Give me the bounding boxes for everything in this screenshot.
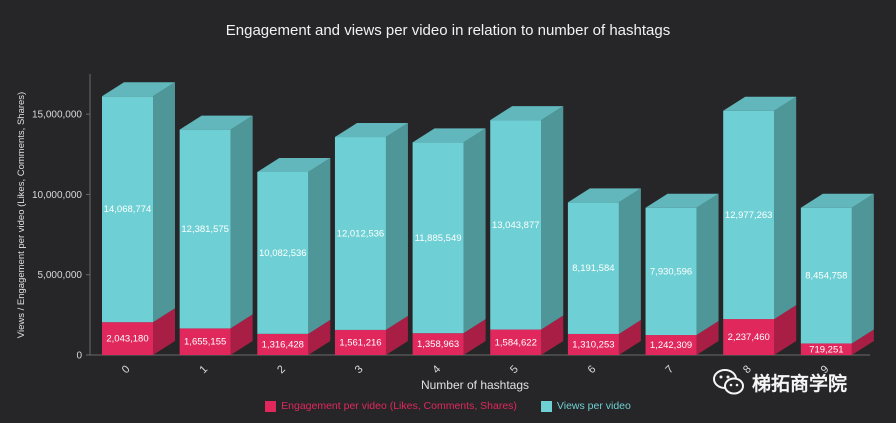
bar-views-top xyxy=(567,188,641,203)
labels: 14,068,774 2,043,180 12,381,575 1,655,155 10… xyxy=(104,204,848,355)
bar-engagement[interactable] xyxy=(257,333,309,355)
data-label-views: 8,191,584 xyxy=(572,263,614,274)
bar-engagement-side xyxy=(851,329,874,355)
data-label-views: 8,454,758 xyxy=(805,271,847,282)
x-tick-label: 0 xyxy=(120,363,133,376)
x-tick-label: 5 xyxy=(508,363,521,376)
bar-views-top xyxy=(102,82,175,97)
data-label-engagement: 1,358,963 xyxy=(417,339,459,350)
bar-views-top xyxy=(645,193,719,208)
data-label-views: 12,012,536 xyxy=(337,228,385,239)
bar-engagement-side xyxy=(696,321,719,355)
y-axis-label: Views / Engagement per video (Likes, Com… xyxy=(16,92,27,338)
bar-engagement-side xyxy=(385,315,408,355)
legend-swatch-engagement xyxy=(265,400,277,412)
bar-views-side xyxy=(774,96,797,320)
bar-views[interactable] xyxy=(334,137,386,330)
bar-views-side xyxy=(308,157,331,334)
bar-views-side xyxy=(153,82,175,323)
data-label-engagement: 1,561,216 xyxy=(339,337,381,348)
bar-views[interactable] xyxy=(567,202,619,334)
bar-engagement[interactable] xyxy=(179,328,231,355)
bar-views[interactable] xyxy=(102,96,153,323)
bar-views-top xyxy=(334,123,408,138)
y-tick-label: 10,000,000 xyxy=(32,190,82,201)
legend-label-views: Views per video xyxy=(556,400,631,412)
legend-item-engagement[interactable]: Engagement per video (Likes, Comments, S… xyxy=(265,400,517,412)
bar-views-top xyxy=(412,128,486,143)
data-label-engagement: 1,316,428 xyxy=(262,339,304,350)
bar-views-side xyxy=(541,106,564,330)
data-label-engagement: 719,251 xyxy=(809,344,843,355)
bar-engagement-side xyxy=(541,315,564,355)
bar-views[interactable] xyxy=(723,110,775,320)
x-tick-label: 7 xyxy=(663,363,676,376)
watermark-text: 梯拓商学院 xyxy=(752,373,848,395)
bar-engagement-side xyxy=(774,305,797,355)
bar-views-top xyxy=(800,193,874,208)
data-label-engagement: 1,310,253 xyxy=(572,339,614,350)
bar-engagement-side xyxy=(153,308,175,355)
bar-views-side xyxy=(696,193,719,336)
bar-engagement[interactable] xyxy=(723,319,775,355)
data-label-views: 12,977,263 xyxy=(725,210,773,221)
bar-views[interactable] xyxy=(412,142,464,334)
data-label-engagement: 1,655,155 xyxy=(184,337,226,348)
bar-views-top xyxy=(179,115,253,130)
x-tick-label: 4 xyxy=(430,363,443,376)
bar-engagement-side xyxy=(308,319,331,355)
legend-label-engagement: Engagement per video (Likes, Comments, S… xyxy=(281,400,517,412)
legend: Engagement per video (Likes, Comments, S… xyxy=(0,400,896,412)
x-tick-label: 2 xyxy=(275,363,288,376)
bar-engagement[interactable] xyxy=(645,335,697,355)
bar-engagement-side xyxy=(618,319,641,355)
bar-views-side xyxy=(851,193,874,344)
data-label-engagement: 2,237,460 xyxy=(728,332,770,343)
x-tick-label: 1 xyxy=(197,363,210,376)
bar-engagement[interactable] xyxy=(412,333,464,355)
wechat-icon xyxy=(713,369,744,395)
bar-engagement[interactable] xyxy=(334,329,386,355)
bar-engagement[interactable] xyxy=(490,329,542,355)
bar-views-side xyxy=(385,123,408,330)
bar-views[interactable] xyxy=(800,207,852,344)
data-label-views: 11,885,549 xyxy=(415,233,462,244)
bar-engagement[interactable] xyxy=(567,333,619,355)
data-label-views: 14,068,774 xyxy=(104,204,152,215)
bar-views[interactable] xyxy=(490,120,542,330)
data-label-views: 7,930,596 xyxy=(650,266,692,277)
bar-views[interactable] xyxy=(645,207,697,336)
bar-engagement[interactable] xyxy=(800,343,852,355)
x-tick-label: 6 xyxy=(586,363,599,376)
bar-engagement[interactable] xyxy=(102,322,153,355)
chart-title: Engagement and views per video in relati… xyxy=(225,22,671,39)
data-label-engagement: 1,584,622 xyxy=(495,337,537,348)
x-tick-label: 3 xyxy=(353,363,366,376)
bar-engagement-side xyxy=(463,319,486,355)
x-axis-label: Number of hashtags xyxy=(421,378,529,392)
y-tick-label: 15,000,000 xyxy=(32,110,82,121)
bar-views-side xyxy=(618,188,641,334)
bar-views-top xyxy=(723,96,797,111)
bar-views-top xyxy=(257,157,331,172)
data-label-views: 12,381,575 xyxy=(181,224,229,235)
bar-views-side xyxy=(230,115,253,329)
bar-views[interactable] xyxy=(179,129,231,329)
legend-swatch-views xyxy=(540,400,552,412)
watermark: 梯拓商学院 xyxy=(712,368,847,396)
legend-item-views[interactable]: Views per video xyxy=(540,400,631,412)
y-tick-label: 5,000,000 xyxy=(38,270,83,281)
data-label-engagement: 1,242,309 xyxy=(650,340,692,351)
y-tick-label: 0 xyxy=(76,351,82,362)
bar-views-side xyxy=(463,128,486,334)
data-label-views: 10,082,536 xyxy=(259,248,307,259)
bar-engagement-side xyxy=(230,314,253,355)
data-label-views: 13,043,877 xyxy=(492,220,540,231)
data-label-engagement: 2,043,180 xyxy=(106,334,148,345)
bar-views-top xyxy=(490,106,564,121)
bars xyxy=(102,82,874,355)
bar-views[interactable] xyxy=(257,171,309,334)
